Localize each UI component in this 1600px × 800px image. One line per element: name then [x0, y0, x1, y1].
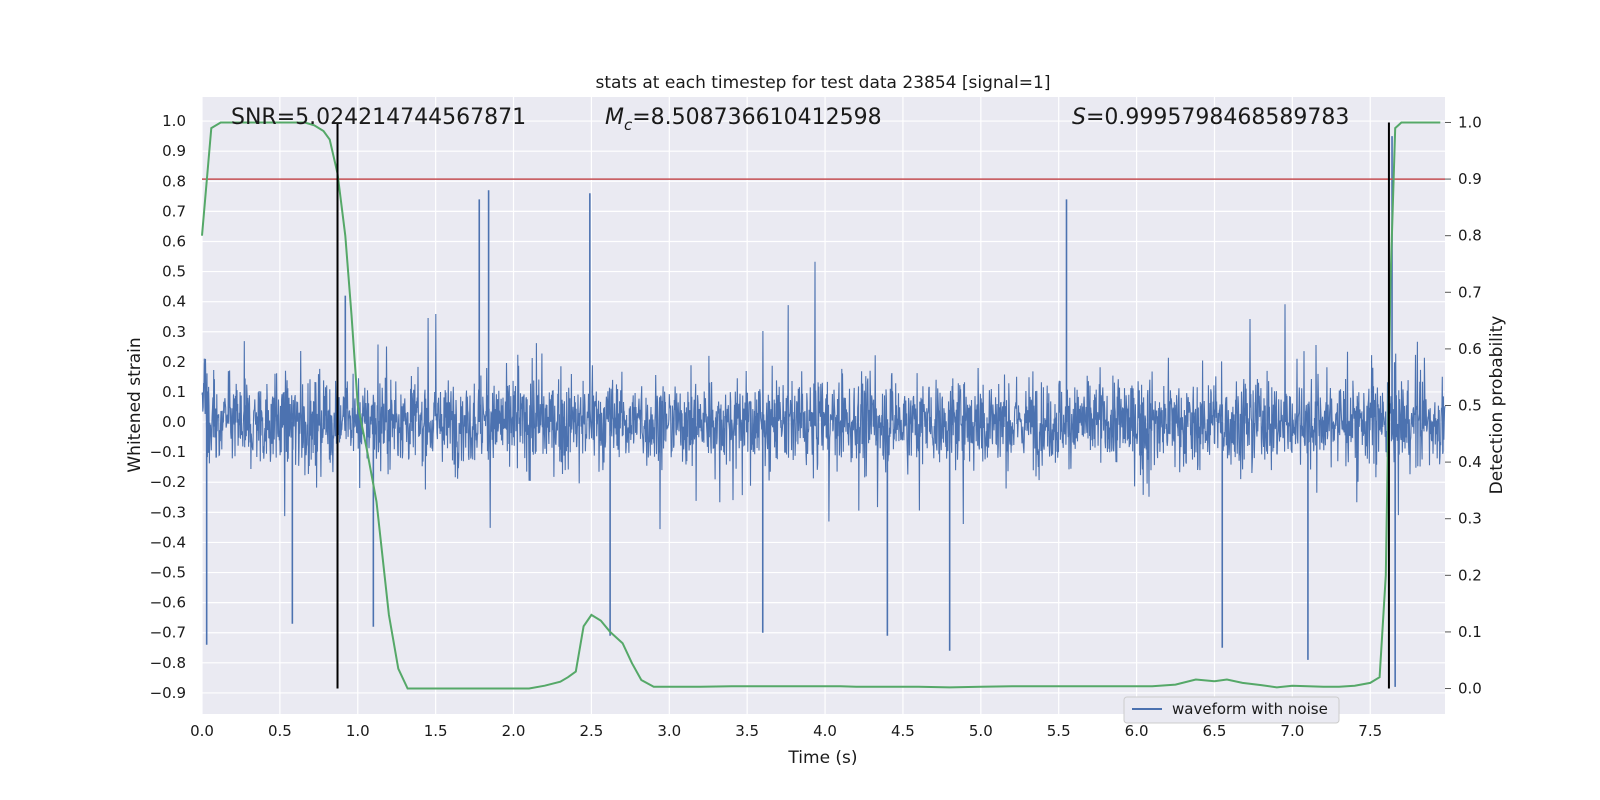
- x-tick-label: 5.5: [1047, 722, 1071, 740]
- chirp-mass-subscript: c: [624, 116, 633, 134]
- y-tick-label-left: 1.0: [162, 112, 186, 130]
- y-tick-label-left: 0.4: [162, 293, 186, 311]
- y-tick-label-left: 0.6: [162, 232, 186, 250]
- y-tick-label-right: 0.2: [1458, 566, 1482, 584]
- y-tick-label-right: 1.0: [1458, 113, 1482, 131]
- y-tick-label-left: −0.4: [150, 533, 186, 551]
- y-axis-label-right: Detection probability: [1487, 316, 1507, 495]
- legend-box: [1123, 696, 1340, 724]
- y-tick-label-left: −0.2: [150, 473, 186, 491]
- y-tick-label-right: 0.0: [1458, 680, 1482, 698]
- chart-title: stats at each timestep for test data 238…: [596, 73, 1051, 93]
- x-tick-label: 6.0: [1125, 722, 1149, 740]
- probability-line: [201, 121, 1441, 690]
- x-axis-label: Time (s): [787, 748, 857, 768]
- x-tick-label: 0.0: [190, 722, 214, 740]
- y-tick-label-left: −0.1: [150, 443, 186, 461]
- x-tick-label: 7.5: [1358, 722, 1382, 740]
- y-tick-label-right: 0.6: [1458, 340, 1482, 358]
- y-tick-label-right: 0.1: [1458, 623, 1482, 641]
- markers: [336, 122, 1390, 689]
- y-tick-label-left: −0.5: [150, 564, 186, 582]
- x-tick-label: 7.0: [1280, 722, 1304, 740]
- probability-series: [201, 121, 1445, 690]
- x-tick-label: 2.5: [579, 722, 603, 740]
- x-tick-label: 4.5: [891, 722, 915, 740]
- x-tick-label: 0.5: [268, 722, 292, 740]
- y-tick-label-right: 0.4: [1458, 453, 1482, 471]
- snr-annotation: SNR=5.024214744567871: [231, 105, 526, 130]
- y-tick-label-left: 0.8: [162, 172, 186, 190]
- waveform-line: [201, 261, 1446, 530]
- waveform-series: [201, 136, 1446, 687]
- chirp-mass-annotation: Mc=8.508736610412598: [605, 105, 882, 134]
- y-tick-label-right: 0.3: [1458, 510, 1482, 528]
- y-tick-label-left: −0.7: [150, 624, 186, 642]
- chirp-mass-symbol: M: [605, 105, 624, 130]
- y-tick-label-left: 0.5: [162, 263, 186, 281]
- y-tick-label-right: 0.8: [1458, 227, 1482, 245]
- y-tick-label-left: 0.3: [162, 323, 186, 341]
- legend-label-waveform: waveform with noise: [1172, 700, 1328, 718]
- y-tick-label-left: 0.1: [162, 383, 186, 401]
- y-tick-label-left: −0.6: [150, 594, 186, 612]
- x-tick-label: 1.5: [424, 722, 448, 740]
- y-tick-label-left: 0.2: [162, 353, 186, 371]
- y-tick-label-right: 0.5: [1458, 397, 1482, 415]
- y-tick-label-left: 0.9: [162, 142, 186, 160]
- y-tick-label-left: −0.9: [150, 684, 186, 702]
- chirp-mass-value: =8.508736610412598: [632, 105, 881, 130]
- y-tick-label-left: 0.0: [162, 413, 186, 431]
- x-tick-label: 5.0: [969, 722, 993, 740]
- x-tick-label: 3.5: [735, 722, 759, 740]
- x-tick-label: 4.0: [813, 722, 837, 740]
- score-value: =0.9995798468589783: [1086, 105, 1349, 130]
- y-tick-label-left: −0.3: [150, 503, 186, 521]
- y-tick-label-right: 0.7: [1458, 283, 1482, 301]
- x-tick-label: 1.0: [346, 722, 370, 740]
- x-tick-label: 6.5: [1203, 722, 1227, 740]
- y-axis-label-left: Whitened strain: [125, 337, 145, 472]
- score-annotation: S=0.9995798468589783: [1072, 105, 1349, 130]
- y-tick-label-left: −0.8: [150, 654, 186, 672]
- y-tick-label-left: 0.7: [162, 202, 186, 220]
- x-tick-label: 3.0: [657, 722, 681, 740]
- score-symbol: S: [1072, 105, 1086, 130]
- tick-labels: 0.0 0.5 1.0 1.5 2.0 2.5 3.0 3.5 4.0 4.5 5.0 5.5 6.0 6…: [150, 112, 1482, 740]
- legend: waveform with noise: [1123, 696, 1340, 724]
- x-tick-label: 2.0: [502, 722, 526, 740]
- y-tick-label-right: 0.9: [1458, 170, 1482, 188]
